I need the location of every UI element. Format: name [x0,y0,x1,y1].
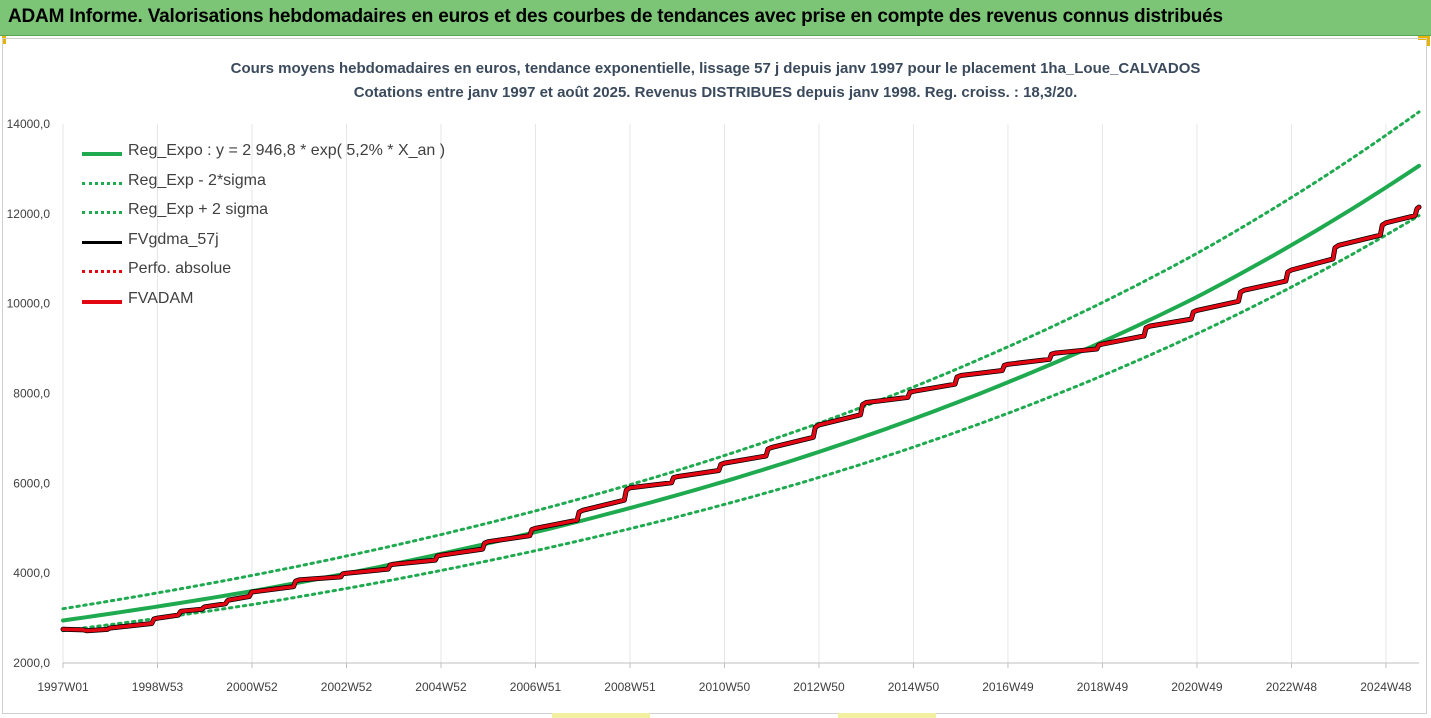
legend-swatch [82,270,122,273]
y-tick-label: 2000,0 [13,656,50,670]
x-tick-label: 2024W48 [1360,680,1412,694]
x-tick-label: 1997W01 [37,680,89,694]
report-title: ADAM Informe. Valorisations hebdomadaire… [8,6,1223,27]
legend-label: Reg_Exp + 2 sigma [128,201,269,218]
legend-swatch [82,211,122,214]
x-tick-label: 2008W51 [604,680,656,694]
x-tick-label: 2010W50 [699,680,751,694]
series-fvadam [61,205,1421,633]
chart-title: Cours moyens hebdomadaires en euros, ten… [230,60,1201,77]
chart-subtitle: Cotations entre janv 1997 et août 2025. … [353,84,1078,101]
y-tick-label: 6000,0 [13,476,50,490]
report-banner: ADAM Informe. Valorisations hebdomadaire… [0,0,1431,36]
y-tick-label: 14000,0 [7,117,51,131]
legend-swatch [82,181,122,185]
x-tick-label: 2004W52 [415,680,467,694]
legend-label: Reg_Exp - 2*sigma [128,171,266,189]
bottom-tab-1 [552,713,650,718]
bottom-tab-2 [838,713,936,718]
legend-label: FVADAM [128,289,194,307]
x-tick-label: 1998W53 [132,680,184,694]
legend-swatch [82,299,122,304]
x-tick-label: 2002W52 [321,680,373,694]
legend-swatch [82,152,122,156]
chart-frame [2,38,1427,714]
legend-label: FVgdma_57j [128,230,219,248]
series-fvgdma-57j [60,204,1422,634]
x-tick-label: 2018W49 [1077,680,1129,694]
legend-label: Perfo. absolue [128,260,232,277]
x-tick-label: 2000W52 [226,680,278,694]
y-tick-label: 4000,0 [13,566,50,580]
y-tick-label: 8000,0 [13,387,50,401]
x-tick-label: 2020W49 [1171,680,1223,694]
y-tick-label: 10000,0 [7,297,51,311]
legend-swatch [82,240,122,244]
x-tick-label: 2006W51 [510,680,562,694]
x-tick-label: 2022W48 [1266,680,1318,694]
corner-marker-top-right-vertical [1426,36,1430,46]
series-reg-exp-minus-2sigma [61,214,1421,633]
legend-label: Reg_Expo : y = 2 946,8 * exp( 5,2% * X_a… [128,142,446,159]
series-reg-exp-plus-2sigma [61,110,1421,611]
y-tick-label: 12000,0 [7,207,51,221]
series-reg-expo [61,163,1421,623]
x-tick-label: 2014W50 [888,680,940,694]
corner-marker-top-left [2,36,6,44]
x-tick-label: 2012W50 [793,680,845,694]
x-tick-label: 2016W49 [982,680,1034,694]
